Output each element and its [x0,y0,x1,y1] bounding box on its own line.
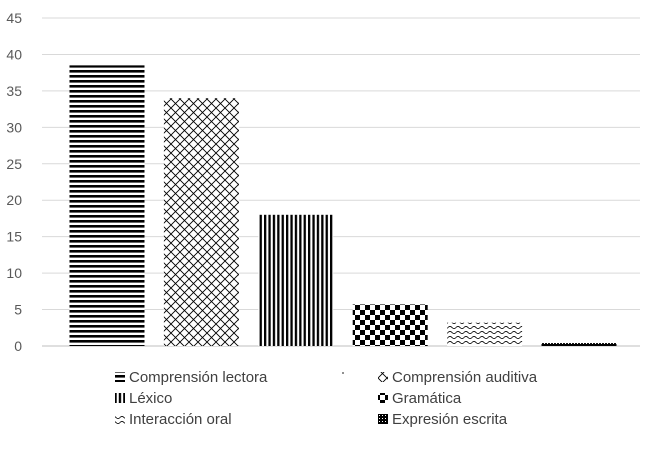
legend-swatch [115,372,125,382]
legend-label: Léxico [129,390,172,407]
y-tick-label: 45 [6,10,22,26]
legend-item-2: Comprensión auditiva [378,369,538,386]
bars [69,65,617,346]
legend-item-4: Gramática [378,390,462,407]
y-tick-label: 35 [6,83,22,99]
bar-1 [69,65,145,346]
y-tick-label: 5 [14,302,22,318]
y-tick-label: 25 [6,156,22,172]
bar-5 [447,322,523,346]
y-axis-ticks: 0 5 10 15 20 25 30 35 40 45 [6,10,22,354]
legend-label: Comprensión auditiva [392,369,538,386]
legend-item-5: Interacción oral [115,411,232,428]
legend-item-6: Expresión escrita [378,411,508,428]
y-tick-label: 40 [6,46,22,62]
legend-swatch [378,414,388,424]
bar-2 [163,98,239,346]
legend-swatch [115,414,125,424]
legend: Comprensión lectora Comprensión auditiva L… [115,369,538,428]
legend-swatch [115,393,125,403]
legend-swatch [378,393,388,403]
y-tick-label: 0 [14,338,22,354]
legend-label: Interacción oral [129,411,232,428]
legend-item-3: Léxico [115,390,172,407]
y-tick-label: 30 [6,119,22,135]
y-tick-label: 20 [6,192,22,208]
legend-label: Comprensión lectora [129,369,268,386]
bar-3 [258,214,334,346]
y-tick-label: 15 [6,229,22,245]
legend-item-1: Comprensión lectora [115,369,268,386]
bar-6 [541,343,617,346]
legend-swatch [378,372,388,382]
legend-label: Gramática [392,390,462,407]
y-tick-label: 10 [6,265,22,281]
stray-dot [342,372,344,374]
bar-4 [352,304,428,346]
legend-label: Expresión escrita [392,411,508,428]
